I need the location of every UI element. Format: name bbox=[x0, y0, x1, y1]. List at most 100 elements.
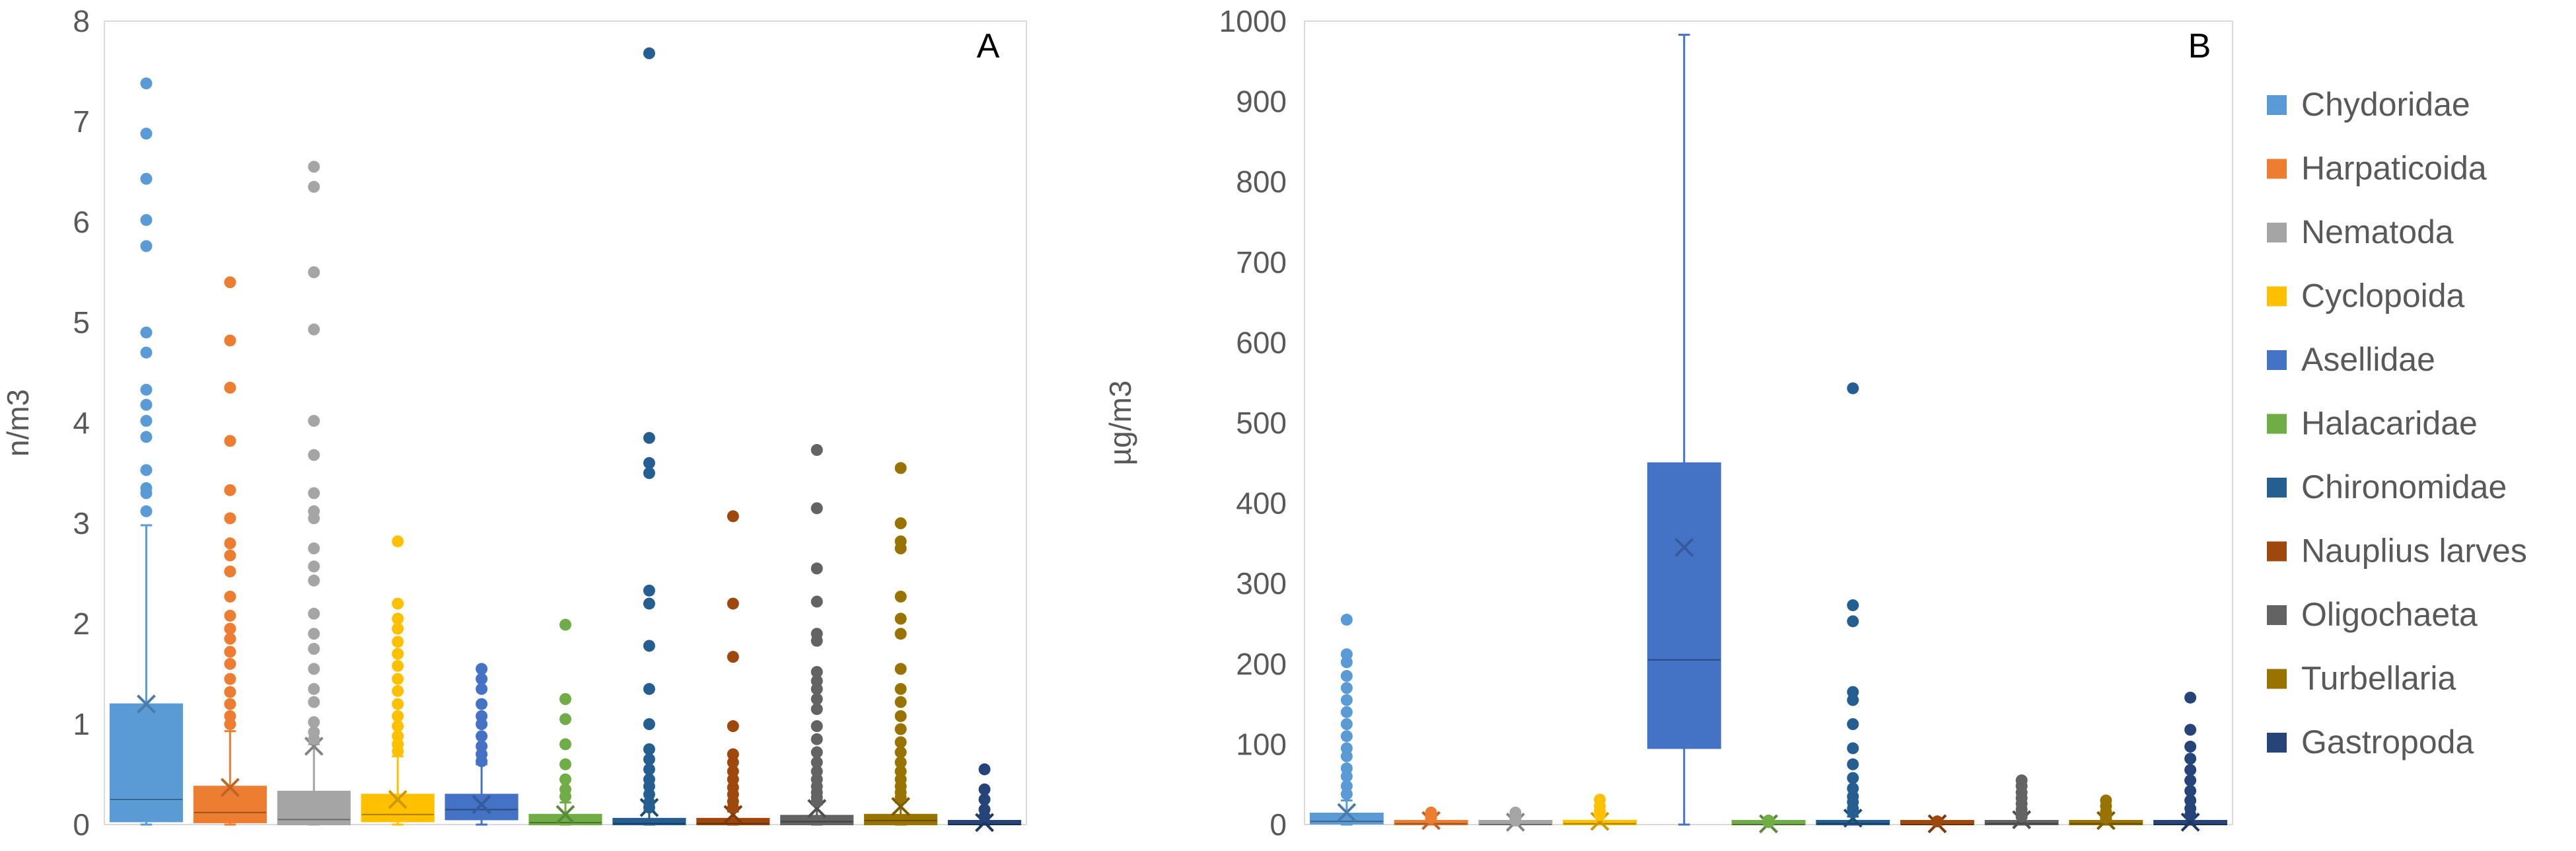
panel-b-turbellaria-outlier-point bbox=[2100, 812, 2112, 825]
panel-a-y-axis-label: n/m3 bbox=[1, 389, 35, 457]
legend-swatch-chironomidae bbox=[2267, 478, 2287, 498]
panel-b-chironomidae-outlier-point bbox=[1847, 806, 1859, 819]
panel-a-chironomidae-outlier-point bbox=[643, 640, 655, 652]
panel-b-chironomidae-outlier-point bbox=[1847, 694, 1859, 706]
panel-a-oligochaeta-outlier-point bbox=[810, 746, 823, 758]
panel-b-y-tick-label: 200 bbox=[1236, 647, 1287, 681]
panel-b-y-tick-label: 500 bbox=[1236, 406, 1287, 440]
panel-a-chydoridae-outlier-point bbox=[140, 464, 153, 476]
panel-a-y-tick-label: 8 bbox=[73, 4, 90, 38]
panel-b-halacaridae-box-group bbox=[1731, 814, 1806, 834]
panel-b-oligochaeta-outlier-point bbox=[2015, 810, 2028, 823]
panel-a-nematoda-outlier-point bbox=[308, 733, 320, 745]
panel-a-nematoda-outlier-point bbox=[308, 628, 320, 640]
panel-a-oligochaeta-outlier-point bbox=[810, 444, 823, 457]
panel-b-chironomidae-outlier-point bbox=[1847, 772, 1859, 784]
panel-b-plot-area bbox=[1304, 20, 2233, 825]
panel-a-turbellaria-outlier-point bbox=[894, 628, 907, 640]
legend-label-nematoda: Nematoda bbox=[2301, 213, 2454, 250]
panel-a-turbellaria-outlier-point bbox=[894, 462, 907, 474]
panel-a-chydoridae-outlier-point bbox=[140, 213, 153, 226]
panel-a-harpaticoida-outlier-point bbox=[224, 686, 236, 698]
panel-a-gastropoda-outlier-point bbox=[978, 810, 991, 823]
panel-a-harpaticoida-outlier-point bbox=[224, 381, 236, 394]
panel-a-harpaticoida-box bbox=[193, 786, 267, 823]
panel-a-nematoda-outlier-point bbox=[308, 180, 320, 193]
panel-a-chironomidae-outlier-point bbox=[643, 683, 655, 695]
panel-a-asellidae-box-group bbox=[445, 663, 519, 826]
panel-a-turbellaria-outlier-point bbox=[894, 683, 907, 695]
panel-a-asellidae-box bbox=[445, 794, 519, 821]
panel-b-cyclopoida-outlier-point bbox=[1594, 809, 1606, 821]
panel-a-halacaridae-outlier-point bbox=[559, 738, 571, 751]
panel-a-turbellaria-outlier-point bbox=[894, 791, 907, 803]
panel-a-cyclopoida-outlier-point bbox=[392, 745, 404, 758]
legend-label-asellidae: Asellidae bbox=[2301, 341, 2435, 378]
legend: Chydoridae Harpaticoida Nematoda Cyclopoida… bbox=[2267, 86, 2527, 760]
legend-swatch-nauplius-larves bbox=[2267, 541, 2287, 562]
panel-a-cyclopoida-outlier-point bbox=[392, 684, 404, 697]
panel-a-cyclopoida-outlier-point bbox=[392, 698, 404, 710]
panel-a-oligochaeta-outlier-point bbox=[810, 562, 823, 575]
panel-a-chart: 0 1 2 3 4 5 6 7 8 n/m3 A bbox=[1, 4, 1027, 842]
panel-a-harpaticoida-outlier-point bbox=[224, 657, 236, 670]
panel-a-nematoda-outlier-point bbox=[308, 542, 320, 554]
panel-a-chironomidae-box-group bbox=[612, 47, 686, 826]
panel-a-harpaticoida-outlier-point bbox=[224, 484, 236, 496]
panel-a-y-tick-label: 7 bbox=[73, 104, 90, 139]
panel-a-nematoda-outlier-point bbox=[308, 414, 320, 427]
panel-a-chydoridae-outlier-point bbox=[140, 383, 153, 396]
panel-a-chironomidae-box bbox=[612, 817, 686, 826]
panel-a-y-tick-label: 4 bbox=[73, 406, 90, 440]
legend-label-nauplius-larves: Nauplius larves bbox=[2301, 533, 2527, 570]
panel-a-cyclopoida-outlier-point bbox=[392, 535, 404, 548]
panel-b-chironomidae-outlier-point bbox=[1847, 382, 1859, 394]
legend-swatch-turbellaria bbox=[2267, 669, 2287, 689]
panel-b-chydoridae-outlier-point bbox=[1340, 706, 1353, 718]
legend-label-cyclopoida: Cyclopoida bbox=[2301, 278, 2465, 314]
legend-swatch-harpaticoida bbox=[2267, 159, 2287, 179]
panel-a-asellidae-outlier-point bbox=[476, 683, 488, 695]
panel-b-harpaticoida-outlier-point bbox=[1425, 812, 1437, 825]
panel-a-chironomidae-outlier-point bbox=[643, 718, 655, 730]
panel-b-y-tick-label: 1000 bbox=[1219, 4, 1287, 38]
panel-b-chydoridae-outlier-point bbox=[1340, 718, 1353, 730]
panel-a-oligochaeta-outlier-point bbox=[810, 683, 823, 695]
panel-a-nematoda-outlier-point bbox=[308, 512, 320, 525]
panel-a-harpaticoida-outlier-point bbox=[224, 718, 236, 730]
panel-b-nematoda-outlier-point bbox=[1509, 814, 1522, 827]
panel-a-halacaridae-outlier-point bbox=[559, 693, 571, 705]
panel-a-harpaticoida-outlier-point bbox=[224, 537, 236, 550]
panel-b-gastropoda-outlier-point bbox=[2184, 723, 2197, 736]
panel-a-turbellaria-outlier-point bbox=[894, 736, 907, 749]
panel-a-harpaticoida-outlier-point bbox=[224, 276, 236, 289]
panel-a-oligochaeta-outlier-point bbox=[810, 733, 823, 745]
panel-b-gastropoda-outlier-point bbox=[2184, 809, 2197, 821]
panel-a-chydoridae-outlier-point bbox=[140, 77, 153, 90]
panel-a-chironomidae-outlier-point bbox=[643, 763, 655, 776]
panel-a-nematoda-outlier-point bbox=[308, 643, 320, 655]
panel-a-nematoda-box bbox=[277, 790, 351, 825]
panel-a-nematoda-outlier-point bbox=[308, 487, 320, 500]
panel-b-chydoridae-outlier-point bbox=[1340, 770, 1353, 783]
panel-a-halacaridae-outlier-point bbox=[559, 618, 571, 631]
panel-a-chironomidae-outlier-point bbox=[643, 457, 655, 469]
panel-a-nematoda-outlier-point bbox=[308, 607, 320, 620]
panel-a-chydoridae-mean-marker bbox=[137, 694, 156, 714]
panel-a-oligochaeta-box bbox=[780, 815, 854, 825]
panel-a-oligochaeta-outlier-point bbox=[810, 665, 823, 678]
panel-a-nematoda-outlier-point bbox=[308, 574, 320, 587]
panel-a-turbellaria-outlier-point bbox=[894, 612, 907, 625]
panel-b-gastropoda-outlier-point bbox=[2184, 753, 2197, 765]
panel-a-nauplius-larves-box-group bbox=[696, 510, 770, 826]
panel-a-halacaridae-mean-marker bbox=[555, 805, 575, 825]
panel-b-chironomidae-outlier-point bbox=[1847, 742, 1859, 755]
panel-b-chart: 0 100 200 300 400 500 600 700 800 900 1000 µg/m3 B bbox=[1103, 4, 2233, 842]
legend-label-halacaridae: Halacaridae bbox=[2301, 405, 2478, 442]
panel-a-turbellaria-outlier-point bbox=[894, 756, 907, 768]
panel-b-chydoridae-outlier-point bbox=[1340, 670, 1353, 683]
panel-a-nematoda-outlier-point bbox=[308, 449, 320, 461]
panel-a-harpaticoida-outlier-point bbox=[224, 609, 236, 622]
panel-a-harpaticoida-outlier-point bbox=[224, 512, 236, 525]
panel-b-halacaridae-outlier-point bbox=[1762, 816, 1775, 829]
